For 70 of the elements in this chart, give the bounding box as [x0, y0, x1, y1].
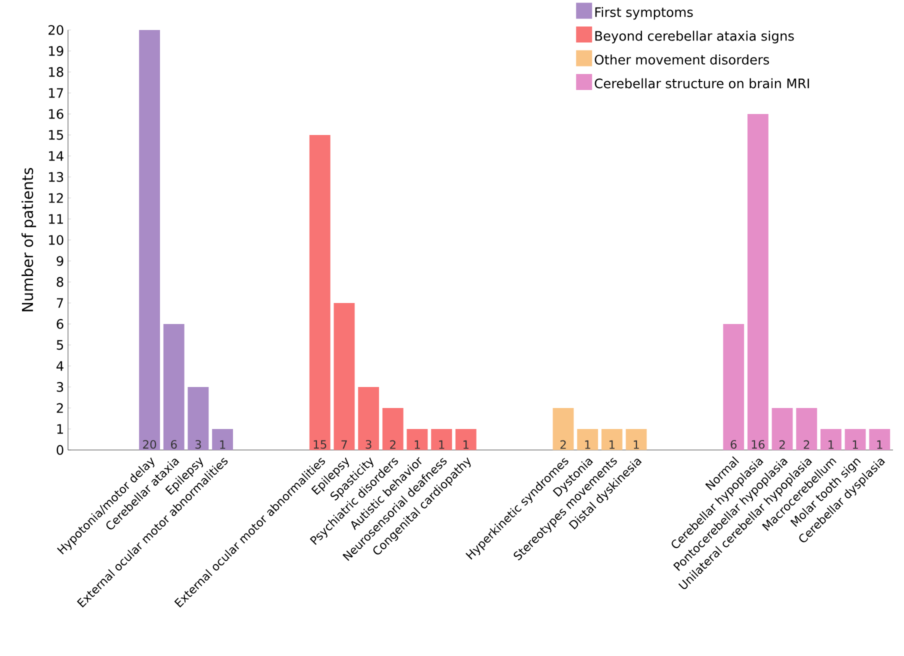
bar — [820, 428, 842, 450]
bar — [552, 408, 574, 450]
data-label: 20 — [143, 440, 156, 449]
y-tick-label: 17 — [49, 88, 64, 98]
data-label: 2 — [779, 440, 785, 449]
data-label: 3 — [366, 440, 372, 449]
y-tick-label: 12 — [49, 193, 63, 203]
y-tick-label: 0 — [56, 445, 64, 455]
bar — [844, 428, 866, 450]
y-tick-label: 14 — [49, 151, 64, 161]
y-tick-label: 5 — [56, 340, 64, 350]
y-tick-label: 9 — [56, 256, 64, 266]
bar — [406, 428, 428, 450]
y-tick-label: 3 — [56, 382, 64, 392]
data-label: 6 — [171, 440, 177, 449]
bar — [577, 428, 598, 450]
y-tick-label: 11 — [49, 214, 63, 224]
data-label: 1 — [414, 440, 420, 449]
data-label: 15 — [314, 440, 326, 449]
data-label: 1 — [828, 440, 834, 449]
data-label: 1 — [464, 440, 468, 449]
y-axis-title: Number of patients — [22, 168, 36, 312]
bar — [188, 386, 209, 450]
legend-label: Cerebellar structure on brain MRI — [594, 78, 809, 88]
y-tick-label: 6 — [56, 319, 64, 329]
data-label: 1 — [585, 440, 590, 449]
bar — [723, 324, 744, 450]
data-label: 1 — [610, 440, 615, 449]
legend-label: Other movement disorders — [594, 54, 770, 65]
bar — [212, 428, 234, 450]
y-tick-label: 10 — [49, 235, 64, 245]
y-tick-label: 13 — [49, 172, 64, 182]
bar — [772, 408, 793, 450]
y-tick-label: 2 — [56, 403, 63, 413]
data-label: 2 — [804, 440, 810, 449]
data-label: 7 — [342, 440, 347, 449]
bar — [382, 408, 404, 450]
bar — [747, 114, 768, 450]
data-label: 2 — [560, 440, 566, 449]
bar — [163, 324, 184, 450]
bar — [626, 428, 647, 450]
y-tick-label: 7 — [56, 298, 64, 308]
legend-label: Beyond cerebellar ataxia signs — [595, 30, 794, 44]
y-tick-label: 4 — [56, 361, 64, 371]
y-tick-label: 15 — [49, 130, 64, 140]
y-tick-label: 8 — [56, 277, 64, 287]
data-label: 16 — [752, 440, 765, 449]
y-tick-label: 20 — [48, 25, 64, 35]
bar — [431, 428, 452, 450]
bar — [869, 428, 890, 450]
bar — [309, 134, 330, 450]
data-label: 1 — [439, 440, 444, 449]
data-label: 1 — [852, 440, 858, 449]
bar — [796, 408, 818, 450]
y-tick-label: 1 — [57, 424, 63, 434]
data-label: 2 — [390, 440, 396, 449]
data-label: 3 — [195, 440, 201, 449]
y-tick-label: 19 — [49, 46, 64, 56]
bar — [139, 30, 160, 450]
bar — [358, 386, 380, 450]
legend-label: First symptoms — [595, 7, 693, 20]
bar — [334, 302, 355, 450]
bar — [601, 428, 622, 450]
data-label: 1 — [634, 440, 639, 449]
data-label: 1 — [877, 440, 882, 449]
y-tick-label: 18 — [49, 67, 64, 77]
data-label: 1 — [220, 440, 226, 449]
data-label: 6 — [730, 440, 737, 449]
y-tick-label: 16 — [49, 109, 64, 119]
bar — [455, 428, 476, 450]
